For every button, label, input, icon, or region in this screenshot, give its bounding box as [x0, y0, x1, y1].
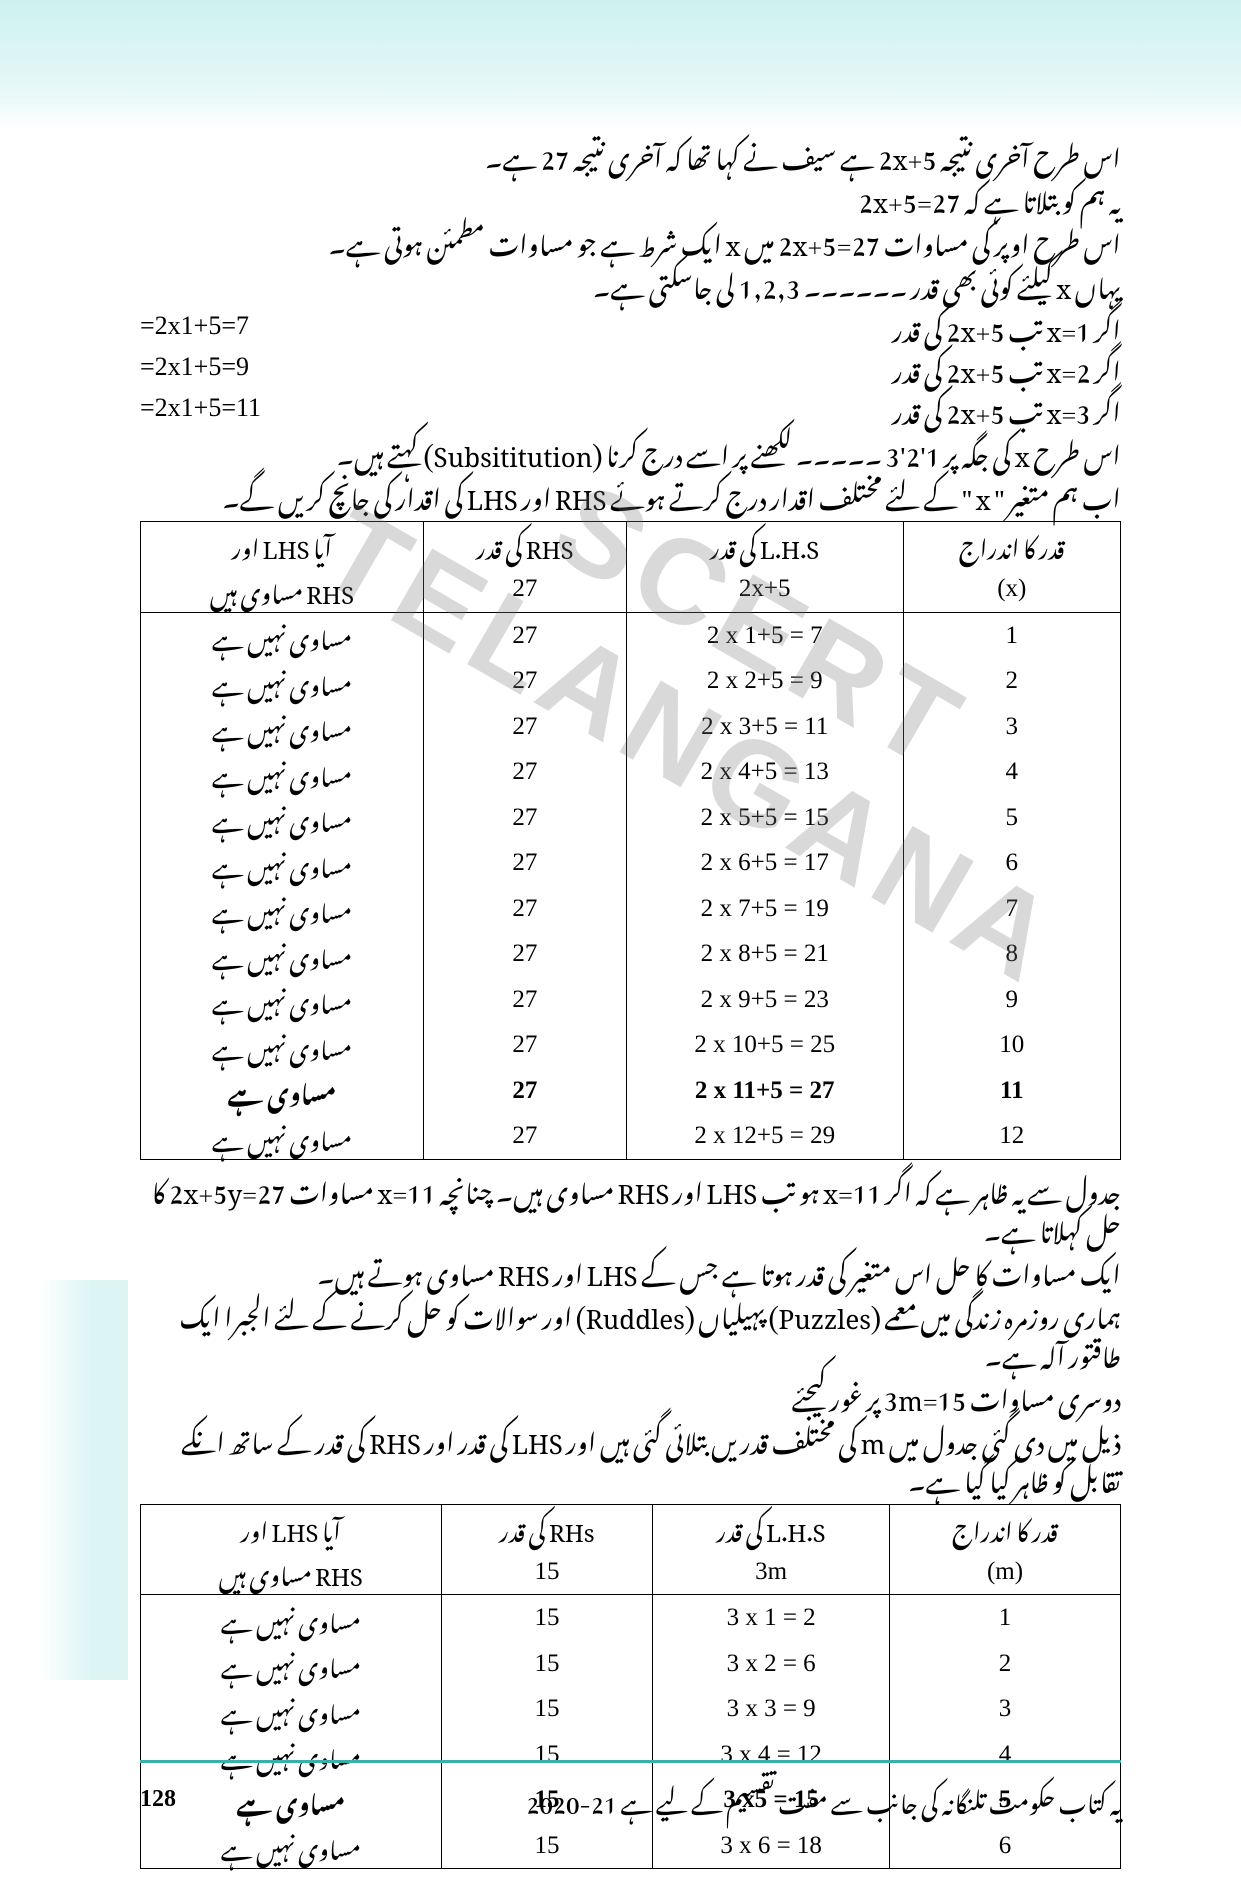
mid-line: جدول سے یہ ظاہر ہے کہ اگر x=11 ہو تب LHS…: [140, 1168, 1121, 1246]
x-cell: 2: [903, 658, 1120, 704]
rhs-cell: 27: [423, 1068, 626, 1114]
table-header: L.H.S کی قدر: [653, 1504, 890, 1549]
x-cell: 4: [903, 749, 1120, 795]
rhs-cell: 27: [423, 1022, 626, 1068]
mid-line: ہماری روزمرہ زندگی میں معمے (Puzzles) پہ…: [140, 1293, 1121, 1371]
x-cell: 8: [903, 931, 1120, 977]
page: SCERT TELANGANA اس طرح آخری نتیجہ 2x+5 ہ…: [0, 0, 1241, 1869]
rhs-cell: 27: [423, 795, 626, 841]
table-subheader: 15: [441, 1549, 653, 1595]
table-subheader: 2x+5: [626, 566, 903, 612]
content-area: اس طرح آخری نتیجہ 2x+5 ہے سیف نے کہا تھا…: [0, 134, 1241, 1869]
table-subheader: (m): [889, 1549, 1120, 1595]
x-cell: 12: [903, 1113, 1120, 1159]
x-cell: 6: [889, 1823, 1120, 1869]
x-cell: 10: [903, 1022, 1120, 1068]
rhs-cell: 27: [423, 931, 626, 977]
table-row: مساوی نہیں ہے272 x 12+5 = 2912: [141, 1113, 1121, 1159]
table-subheader: (x): [903, 566, 1120, 612]
lhs-cell: 2 x 12+5 = 29: [626, 1113, 903, 1159]
x-cell: 1: [903, 612, 1120, 658]
x-cell: 1: [889, 1595, 1120, 1641]
rhs-cell: 27: [423, 612, 626, 658]
x-cell: 11: [903, 1068, 1120, 1114]
x-cell: 3: [903, 704, 1120, 750]
lhs-cell: 2 x 9+5 = 23: [626, 977, 903, 1023]
lhs-cell: 3 x 6 = 18: [653, 1823, 890, 1869]
table-1: آیا LHS اورRHS کی قدرL.H.S کی قدرقدر کا …: [140, 521, 1121, 1160]
x-cell: 3: [889, 1686, 1120, 1732]
lhs-cell: 2 x 7+5 = 19: [626, 886, 903, 932]
lhs-cell: 2 x 5+5 = 15: [626, 795, 903, 841]
rhs-cell: 15: [441, 1641, 653, 1687]
lhs-cell: 2 x 3+5 = 11: [626, 704, 903, 750]
x-cell: 9: [903, 977, 1120, 1023]
equality-cell: مساوی نہیں ہے: [141, 1113, 424, 1159]
lhs-cell: 2 x 6+5 = 17: [626, 840, 903, 886]
page-number: 128: [140, 1786, 176, 1813]
table1-intro: اب ہم متغیر " x " کے لئے مختلف اقدار درج…: [140, 474, 1121, 513]
table-header: RHs کی قدر: [441, 1504, 653, 1549]
rhs-cell: 15: [441, 1823, 653, 1869]
equation-value: =2x1+5=9: [140, 347, 500, 386]
rhs-cell: 27: [423, 704, 626, 750]
lhs-cell: 2 x 11+5 = 27: [626, 1068, 903, 1114]
rhs-cell: 15: [441, 1595, 653, 1641]
header-band: [0, 0, 1241, 130]
lhs-cell: 2 x 8+5 = 21: [626, 931, 903, 977]
table-header: قدر کا اندراج: [903, 522, 1120, 567]
x-cell: 7: [903, 886, 1120, 932]
lhs-cell: 2 x 1+5 = 7: [626, 612, 903, 658]
footer-rule: [140, 1760, 1121, 1763]
footer: 128 یہ کتاب حکومت تلنگانہ کی جانب سے مفت…: [0, 1760, 1241, 1829]
x-cell: 6: [903, 840, 1120, 886]
table-header: قدر کا اندراج: [889, 1504, 1120, 1549]
lhs-cell: 3 x 3 = 9: [653, 1686, 890, 1732]
table-header: RHS کی قدر: [423, 522, 626, 567]
table-row: مساوی نہیں ہے153 x 6 = 186: [141, 1823, 1121, 1869]
x-cell: 2: [889, 1641, 1120, 1687]
rhs-cell: 27: [423, 1113, 626, 1159]
lhs-cell: 2 x 10+5 = 25: [626, 1022, 903, 1068]
table-subheader: 27: [423, 566, 626, 612]
mid-line: ذیل میں دی گئی جدول میں m کی مختلف قدریں…: [140, 1418, 1121, 1496]
lhs-cell: 2 x 4+5 = 13: [626, 749, 903, 795]
table-subheader: 3m: [653, 1549, 890, 1595]
rhs-cell: 27: [423, 840, 626, 886]
rhs-cell: 27: [423, 977, 626, 1023]
lhs-cell: 3 x 1 = 2: [653, 1595, 890, 1641]
rhs-cell: 27: [423, 658, 626, 704]
rhs-cell: 27: [423, 886, 626, 932]
equation-value: =2x1+5=7: [140, 306, 500, 345]
rhs-cell: 27: [423, 749, 626, 795]
lhs-cell: 2 x 2+5 = 9: [626, 658, 903, 704]
x-cell: 5: [903, 795, 1120, 841]
equality-cell: مساوی نہیں ہے: [141, 1823, 442, 1869]
table-header: L.H.S کی قدر: [626, 522, 903, 567]
lhs-cell: 3 x 2 = 6: [653, 1641, 890, 1687]
rhs-cell: 15: [441, 1686, 653, 1732]
footer-text: یہ کتاب حکومت تلنگانہ کی جانب سے مفت تقس…: [526, 1769, 1121, 1829]
side-accent: [38, 1280, 128, 1680]
